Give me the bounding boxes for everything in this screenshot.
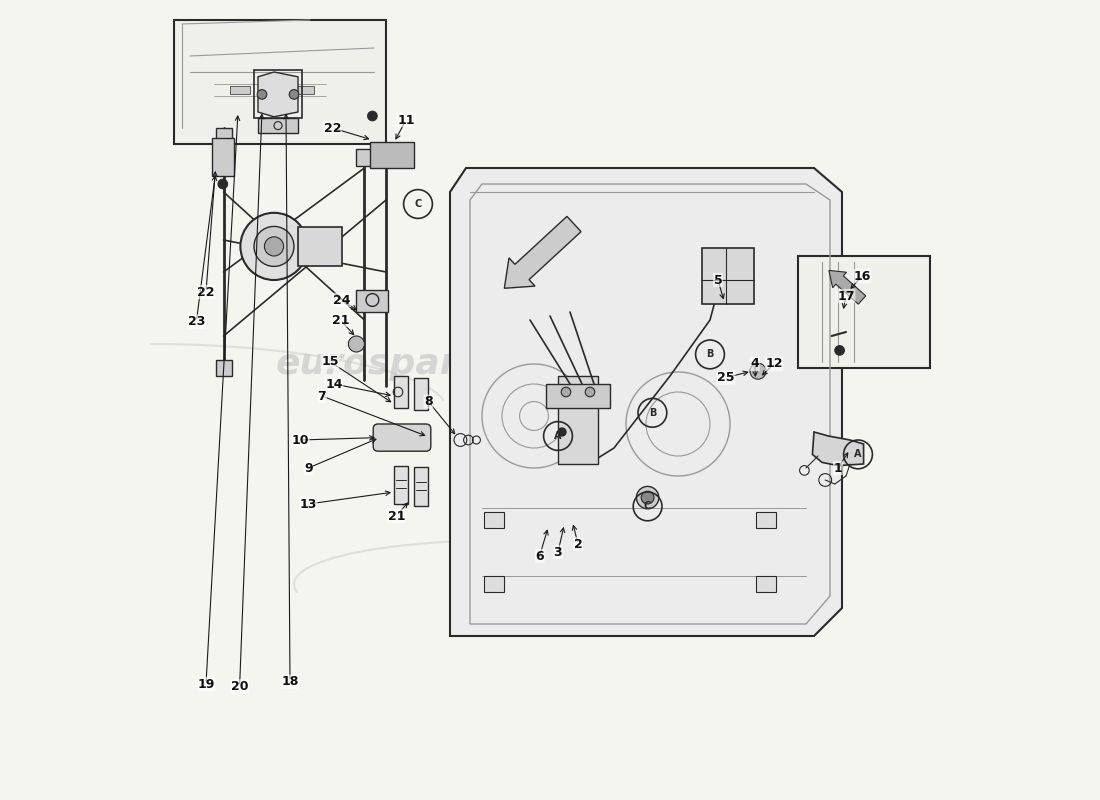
Text: 15: 15 <box>321 355 339 368</box>
Bar <box>394 376 408 408</box>
Polygon shape <box>813 432 864 466</box>
Text: 23: 23 <box>188 315 205 328</box>
Text: 9: 9 <box>304 462 312 474</box>
Text: eurospares: eurospares <box>276 347 504 381</box>
FancyArrow shape <box>505 216 581 288</box>
Circle shape <box>835 346 845 355</box>
Circle shape <box>637 486 659 509</box>
Bar <box>757 512 776 528</box>
Text: 21: 21 <box>387 510 405 522</box>
Text: 6: 6 <box>536 550 543 562</box>
FancyBboxPatch shape <box>373 424 431 451</box>
Bar <box>484 512 504 528</box>
Text: B: B <box>649 408 656 418</box>
Text: 2: 2 <box>573 538 582 550</box>
Bar <box>254 70 303 118</box>
Text: C: C <box>415 199 421 209</box>
Bar <box>757 576 776 592</box>
Text: 3: 3 <box>553 546 562 558</box>
Circle shape <box>289 90 299 99</box>
Text: 4: 4 <box>750 358 759 370</box>
FancyBboxPatch shape <box>798 256 930 368</box>
Bar <box>414 467 428 506</box>
Text: 7: 7 <box>318 390 327 402</box>
FancyArrow shape <box>829 270 866 304</box>
Text: 16: 16 <box>854 270 871 282</box>
Text: 12: 12 <box>766 358 783 370</box>
Bar <box>414 378 428 410</box>
Circle shape <box>264 237 284 256</box>
Bar <box>262 86 282 94</box>
Polygon shape <box>258 72 298 117</box>
Text: eurospares: eurospares <box>580 563 808 597</box>
Circle shape <box>241 213 308 280</box>
Bar <box>558 376 598 464</box>
Text: 17: 17 <box>837 290 855 302</box>
Text: B: B <box>706 350 714 359</box>
Circle shape <box>641 491 654 504</box>
Text: 14: 14 <box>326 378 343 390</box>
Text: 10: 10 <box>292 434 309 446</box>
Bar <box>356 290 388 312</box>
Text: 1: 1 <box>834 462 843 474</box>
Text: 25: 25 <box>717 371 735 384</box>
Bar <box>356 149 373 166</box>
Bar <box>702 248 754 304</box>
Bar <box>216 128 232 146</box>
Text: 22: 22 <box>323 122 341 134</box>
Circle shape <box>257 90 267 99</box>
Circle shape <box>558 428 566 436</box>
Text: 18: 18 <box>282 675 299 688</box>
Text: A: A <box>554 431 562 441</box>
Text: A: A <box>855 450 861 459</box>
Text: 5: 5 <box>714 274 723 286</box>
Bar <box>258 118 298 133</box>
Bar <box>394 466 408 504</box>
Text: 21: 21 <box>332 314 349 326</box>
Text: 11: 11 <box>397 114 415 126</box>
Bar <box>230 86 250 94</box>
Bar <box>211 138 234 176</box>
Text: 19: 19 <box>197 678 215 690</box>
Circle shape <box>349 336 364 352</box>
Circle shape <box>218 179 228 189</box>
Circle shape <box>561 387 571 397</box>
Bar <box>294 86 313 94</box>
Text: 22: 22 <box>197 286 215 298</box>
Polygon shape <box>450 168 842 636</box>
Bar <box>298 227 342 266</box>
FancyBboxPatch shape <box>174 20 386 144</box>
Bar <box>484 576 504 592</box>
Text: 8: 8 <box>425 395 432 408</box>
Circle shape <box>585 387 595 397</box>
Text: 24: 24 <box>333 294 351 306</box>
Bar <box>216 360 232 376</box>
Circle shape <box>750 363 766 379</box>
Circle shape <box>367 111 377 121</box>
Bar <box>370 142 414 168</box>
Text: 20: 20 <box>231 680 249 693</box>
Circle shape <box>254 226 294 266</box>
Bar <box>546 384 611 408</box>
Text: 13: 13 <box>299 498 317 510</box>
Text: C: C <box>644 502 651 511</box>
